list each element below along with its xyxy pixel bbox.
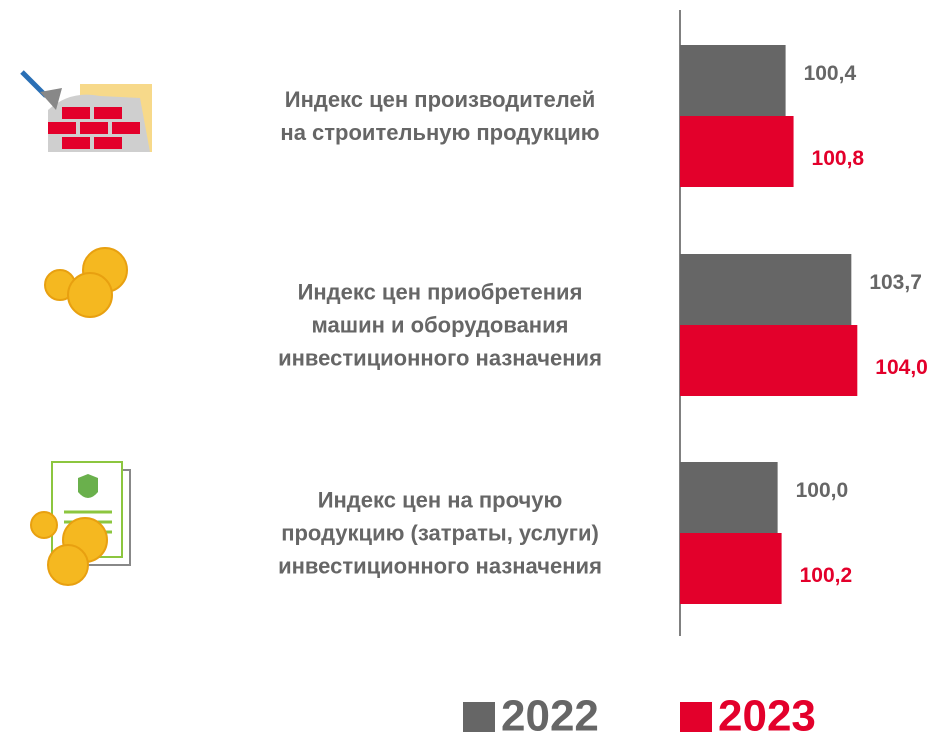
category-label: Индекс цен производителей на строительну… — [280, 87, 600, 145]
value-label: 100,0 — [796, 479, 849, 502]
category-label: Индекс цен на прочую продукцию (затраты,… — [278, 487, 602, 579]
value-label: 103,7 — [869, 271, 922, 294]
bar — [680, 116, 794, 187]
icon-coins — [44, 247, 128, 318]
legend-label: 2022 — [501, 692, 599, 740]
legend-swatch — [463, 702, 495, 732]
bar — [680, 325, 858, 396]
bar — [680, 462, 778, 533]
value-label: 100,2 — [800, 564, 853, 587]
legend-swatch — [680, 702, 712, 732]
icon-document — [30, 461, 131, 586]
value-label: 104,0 — [875, 356, 928, 379]
bar — [680, 533, 782, 604]
legend-label: 2023 — [718, 692, 816, 740]
value-label: 100,8 — [812, 147, 865, 170]
category-label: Индекс цен приобретения машин и оборудов… — [278, 279, 602, 371]
bar — [680, 45, 786, 116]
bar — [680, 254, 852, 325]
value-label: 100,4 — [804, 62, 857, 85]
icon-bricks — [20, 70, 152, 152]
